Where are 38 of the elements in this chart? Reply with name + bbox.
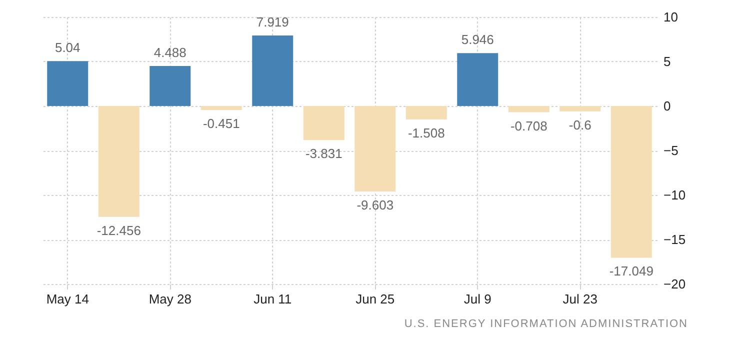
y-tick-label: −20	[664, 276, 686, 292]
bar	[560, 106, 601, 112]
bar	[457, 53, 498, 106]
x-tick-label: Jul 9	[464, 292, 492, 306]
bar	[252, 36, 294, 106]
x-tick-label: May 28	[148, 292, 192, 306]
data-label: -3.831	[305, 146, 342, 162]
bar	[47, 61, 88, 106]
bar	[406, 106, 447, 120]
text: U.S. ENERGY INFORMATION ADMINISTRATION	[404, 318, 688, 330]
bar	[98, 106, 140, 217]
bar	[610, 106, 652, 258]
y-tick-label: −15	[664, 232, 686, 247]
x-tick-label: Jun 25	[356, 292, 395, 306]
data-label: -0.6	[568, 117, 592, 132]
data-label: 5.04	[54, 40, 80, 56]
y-tick-label: 5	[664, 54, 671, 69]
x-tick-label: Jun 11	[254, 292, 292, 306]
bar	[508, 106, 550, 112]
data-label: -1.508	[408, 125, 445, 140]
data-label: -12.456	[96, 222, 141, 238]
data-label: -0.708	[510, 118, 548, 134]
y-tick-label: −5	[664, 143, 678, 158]
data-label: -0.451	[202, 116, 240, 132]
bar	[354, 106, 396, 192]
bar	[200, 106, 242, 110]
bar	[303, 106, 344, 140]
y-tick-label: 0	[664, 98, 671, 114]
data-label: 5.946	[461, 32, 494, 48]
x-tick-label: May 14	[46, 292, 89, 306]
data-label: -17.049	[609, 264, 654, 279]
data-label: -9.603	[356, 197, 394, 212]
bar	[150, 66, 191, 106]
y-tick-label: 10	[664, 10, 678, 24]
data-label: 7.919	[256, 14, 289, 30]
y-tick-label: −10	[664, 188, 686, 202]
data-label: 4.488	[154, 45, 186, 60]
x-tick-label: Jul 23	[562, 292, 598, 306]
